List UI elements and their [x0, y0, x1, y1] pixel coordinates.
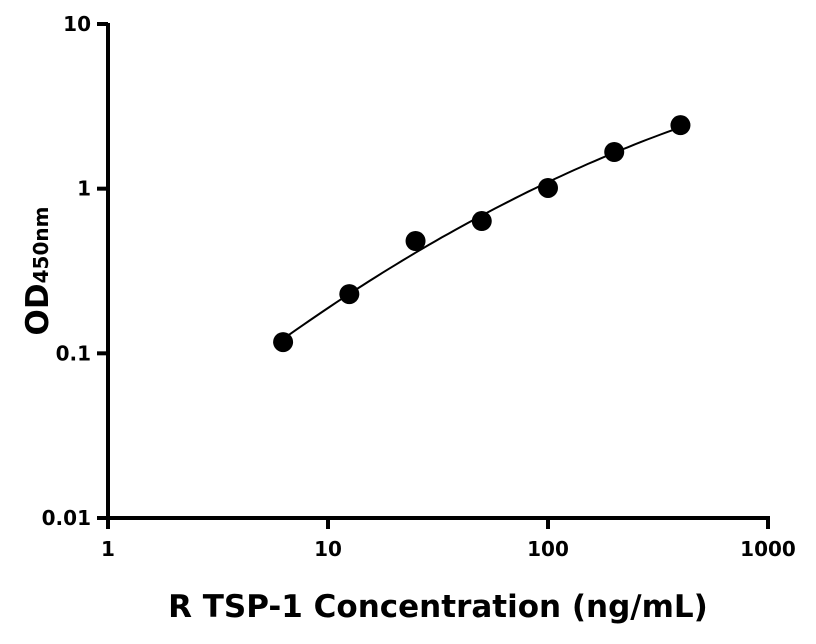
y-axis-label: OD450nm	[20, 207, 56, 336]
data-points	[273, 115, 691, 353]
x-tick-label: 100	[527, 537, 569, 561]
y-tick-label: 1	[77, 177, 91, 201]
y-tick-label: 0.1	[56, 341, 91, 365]
data-point	[273, 332, 294, 353]
y-tick-label: 10	[63, 12, 91, 36]
data-point	[538, 177, 558, 198]
data-point	[471, 211, 492, 232]
data-point	[604, 141, 625, 162]
axes: 1 10 100 1000 0.01 0.1 1 10	[42, 12, 796, 561]
data-point	[339, 284, 360, 305]
y-axis-label-subscript: 450nm	[29, 207, 53, 284]
x-tick-label: 10	[314, 537, 342, 561]
x-tick-label: 1000	[740, 537, 796, 561]
x-axis-label: R TSP-1 Concentration (ng/mL)	[168, 589, 708, 625]
data-point	[405, 231, 426, 252]
y-tick-label: 0.01	[42, 506, 91, 530]
x-tick-label: 1	[101, 537, 115, 561]
data-point	[670, 115, 691, 136]
y-axis-label-main: OD	[20, 283, 56, 335]
